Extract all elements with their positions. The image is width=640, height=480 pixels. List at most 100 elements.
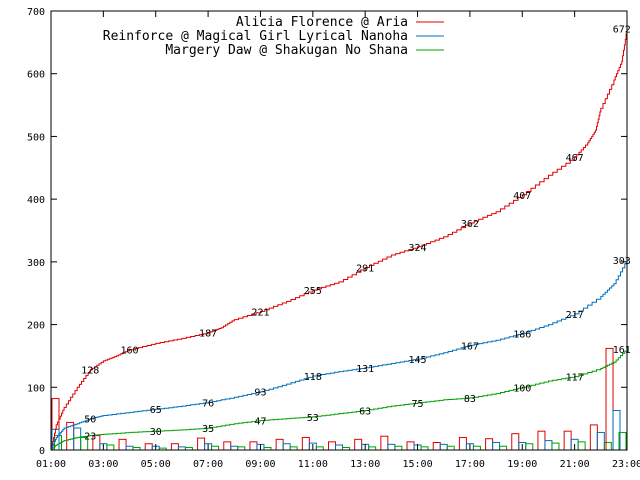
bar (118, 438, 127, 451)
data-label: 187 (199, 329, 217, 340)
data-label: 167 (461, 341, 479, 352)
bar (282, 443, 291, 451)
y-axis: 0 100 200 300 400 500 600 700 (27, 7, 627, 457)
x-tick-label: 23:00 (612, 459, 640, 470)
series-line (51, 28, 628, 451)
data-label: 186 (513, 329, 531, 340)
data-label: 117 (566, 373, 584, 384)
bar (335, 444, 343, 451)
bar (249, 441, 258, 451)
bar (596, 431, 605, 451)
bar (551, 442, 560, 451)
bar (387, 443, 396, 451)
histogram-bars (51, 347, 627, 451)
bar (328, 441, 336, 451)
data-label: 291 (356, 264, 374, 275)
bar (301, 436, 310, 451)
bar (439, 443, 448, 451)
data-label: 128 (81, 366, 99, 377)
data-label: 362 (461, 219, 479, 230)
bar (485, 438, 494, 451)
series-line (51, 260, 628, 451)
data-labels: 128 160 187 221 255 291 324 362 407 467 672 50 65 76 9… (81, 25, 631, 443)
bar (603, 441, 612, 451)
data-label: 160 (121, 346, 139, 357)
data-label: 50 (84, 415, 96, 426)
bar (472, 445, 481, 451)
data-label: 65 (150, 405, 162, 416)
y-tick-label: 500 (27, 132, 45, 143)
bar (144, 443, 153, 451)
y-tick-label: 0 (39, 446, 45, 457)
bar (432, 441, 441, 451)
bar (589, 424, 598, 451)
data-label: 407 (513, 191, 531, 202)
bar (73, 427, 82, 451)
y-tick-label: 700 (27, 7, 45, 18)
bar (492, 441, 501, 451)
x-tick-label: 03:00 (88, 459, 118, 470)
data-label: 467 (566, 153, 584, 164)
bar (577, 441, 586, 451)
data-label: 23 (84, 432, 96, 443)
y-tick-label: 400 (27, 195, 45, 206)
x-tick-label: 09:00 (245, 459, 275, 470)
bar (275, 438, 284, 451)
data-label: 100 (513, 383, 531, 394)
bar (211, 445, 220, 451)
x-tick-label: 11:00 (298, 459, 328, 470)
bar (380, 435, 389, 451)
bar (230, 445, 239, 451)
data-label: 221 (251, 307, 269, 318)
data-label: 76 (202, 398, 214, 409)
data-label: 672 (613, 25, 631, 36)
data-label: 53 (307, 413, 319, 424)
bar (125, 445, 134, 451)
bar (525, 443, 534, 451)
bar (446, 445, 455, 451)
y-tick-label: 600 (27, 70, 45, 81)
data-label: 30 (150, 427, 162, 438)
data-label: 63 (359, 406, 371, 417)
bar (223, 441, 232, 451)
data-label: 35 (202, 424, 214, 435)
data-label: 75 (412, 399, 424, 410)
bar (406, 441, 415, 451)
series-line (51, 349, 628, 451)
bar (537, 430, 546, 451)
bar (106, 444, 115, 451)
y-tick-label: 200 (27, 321, 45, 332)
y-tick-label: 300 (27, 258, 45, 269)
y-tick-label: 100 (27, 383, 45, 394)
data-label: 255 (304, 286, 322, 297)
bar (170, 443, 179, 451)
data-label: 93 (254, 388, 266, 399)
x-tick-label: 21:00 (560, 459, 590, 470)
data-label: 324 (409, 243, 427, 254)
legend-label: Margery Daw @ Shakugan No Shana (165, 43, 408, 58)
bar (394, 445, 403, 451)
x-tick-label: 05:00 (141, 459, 171, 470)
bar (458, 436, 467, 451)
legend-label: Reinforce @ Magical Girl Lyrical Nanoha (103, 29, 408, 44)
bar (354, 438, 363, 451)
x-tick-label: 13:00 (350, 459, 380, 470)
cumulative-lines (51, 28, 628, 451)
data-label: 217 (566, 310, 584, 321)
data-label: 145 (409, 355, 427, 366)
data-label: 118 (304, 372, 322, 383)
data-label: 83 (464, 394, 476, 405)
bar (197, 437, 206, 451)
x-axis: 01:00 03:00 05:00 07:00 09:00 11:00 13:00 15:00… (36, 11, 640, 470)
x-tick-label: 07:00 (193, 459, 223, 470)
bar (544, 440, 553, 451)
bar (499, 445, 508, 451)
data-label: 131 (356, 364, 374, 375)
x-tick-label: 17:00 (455, 459, 485, 470)
bar (511, 433, 520, 451)
x-tick-label: 01:00 (36, 459, 66, 470)
data-label: 161 (613, 345, 631, 356)
plot-frame (50, 10, 628, 451)
